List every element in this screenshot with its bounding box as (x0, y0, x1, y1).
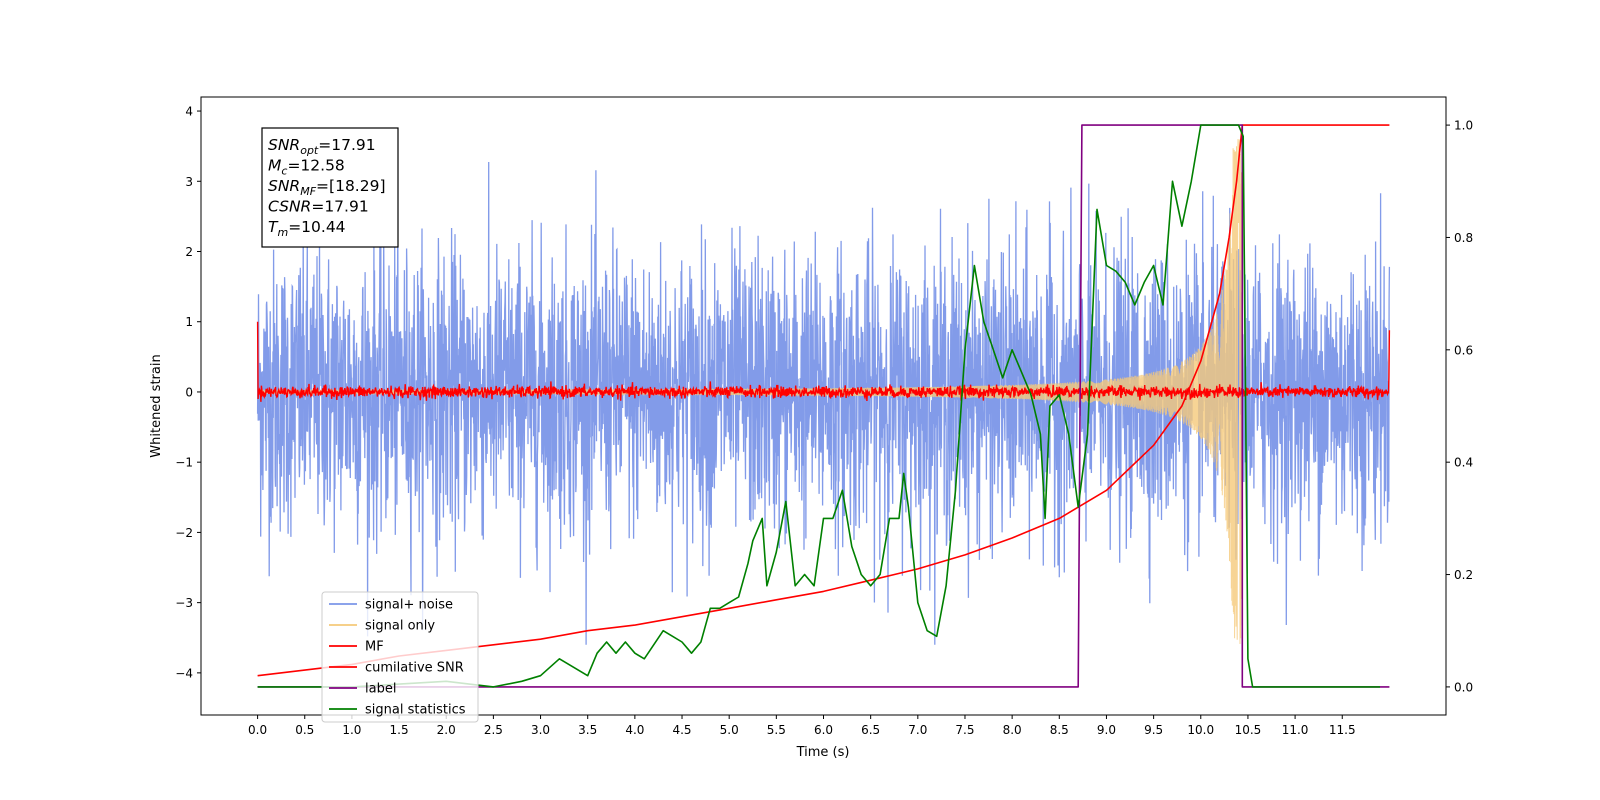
x-tick-label: 6.5 (861, 723, 880, 737)
y-tick-label: 4 (185, 105, 193, 119)
x-tick-label: 9.5 (1144, 723, 1163, 737)
x-tick-label: 1.0 (342, 723, 361, 737)
y-tick-label: 3 (185, 175, 193, 189)
y-tick-label: −4 (175, 666, 193, 680)
right-y-tick-label: 0.4 (1454, 456, 1473, 470)
left-y-axis-ticks: −4 −3 −2 −1 0 1 2 3 4 (175, 105, 201, 680)
annotation-line: SNRMF=[18.29] (268, 177, 386, 198)
y-tick-label: 2 (185, 245, 193, 259)
x-tick-label: 1.5 (390, 723, 409, 737)
x-tick-label: 0.5 (295, 723, 314, 737)
right-y-tick-label: 0.0 (1454, 680, 1473, 694)
x-tick-label: 4.0 (625, 723, 644, 737)
y-tick-label: −1 (175, 456, 193, 470)
right-y-tick-label: 0.2 (1454, 568, 1473, 582)
right-y-tick-label: 1.0 (1454, 119, 1473, 133)
x-tick-label: 3.5 (578, 723, 597, 737)
right-y-axis-ticks: 0.0 0.2 0.4 0.6 0.8 1.0 (1446, 119, 1473, 694)
series-mf (256, 321, 1391, 402)
right-y-tick-label: 0.6 (1454, 343, 1473, 357)
x-tick-label: 5.5 (767, 723, 786, 737)
y-axis-label: Whitened strain (149, 354, 164, 457)
annotation-frame (261, 127, 399, 248)
x-tick-label: 11.5 (1329, 723, 1356, 737)
legend-label: signal statistics (365, 703, 466, 718)
legend-label: MF (365, 640, 384, 655)
x-tick-label: 11.0 (1282, 723, 1309, 737)
x-tick-label: 6.0 (814, 723, 833, 737)
x-axis-label: Time (s) (796, 745, 850, 760)
legend-label: signal only (365, 619, 435, 634)
annotation-line: SNRopt=17.91 (268, 136, 376, 157)
x-tick-label: 7.5 (955, 723, 974, 737)
x-tick-label: 4.5 (672, 723, 691, 737)
legend-label: cumilative SNR (365, 661, 464, 676)
x-tick-label: 2.0 (437, 723, 456, 737)
annotation-line: CSNR=17.91 (268, 198, 369, 216)
x-tick-label: 10.0 (1187, 723, 1214, 737)
legend-label: signal+ noise (365, 598, 453, 613)
x-tick-label: 5.0 (720, 723, 739, 737)
series-signal-statistics (257, 124, 1380, 688)
x-tick-label: 8.0 (1003, 723, 1022, 737)
x-tick-label: 7.0 (908, 723, 927, 737)
x-axis-ticks: 0.0 0.5 1.0 1.5 2.0 2.5 3.0 3.5 4.0 4.5 5.0 5.5 6.0 6… (248, 715, 1356, 737)
right-y-tick-label: 0.8 (1454, 231, 1473, 245)
y-tick-label: 1 (185, 315, 193, 329)
y-tick-label: −3 (175, 596, 193, 610)
y-tick-label: 0 (185, 385, 193, 399)
annotation-line: Mc=12.58 (268, 157, 345, 178)
legend-frame (321, 591, 479, 723)
y-tick-label: −2 (175, 526, 193, 540)
x-tick-label: 3.0 (531, 723, 550, 737)
x-tick-label: 0.0 (248, 723, 267, 737)
x-tick-label: 9.0 (1097, 723, 1116, 737)
annotation-line: Tm=10.44 (268, 218, 346, 239)
annotation-box: SNRopt=17.91Mc=12.58SNRMF=[18.29]CSNR=17… (261, 127, 399, 248)
x-tick-label: 10.5 (1235, 723, 1262, 737)
x-tick-label: 2.5 (484, 723, 503, 737)
legend-label: label (365, 682, 396, 697)
legend: signal+ noise signal only MF cumilative SNR… (321, 591, 479, 723)
x-tick-label: 8.5 (1050, 723, 1069, 737)
